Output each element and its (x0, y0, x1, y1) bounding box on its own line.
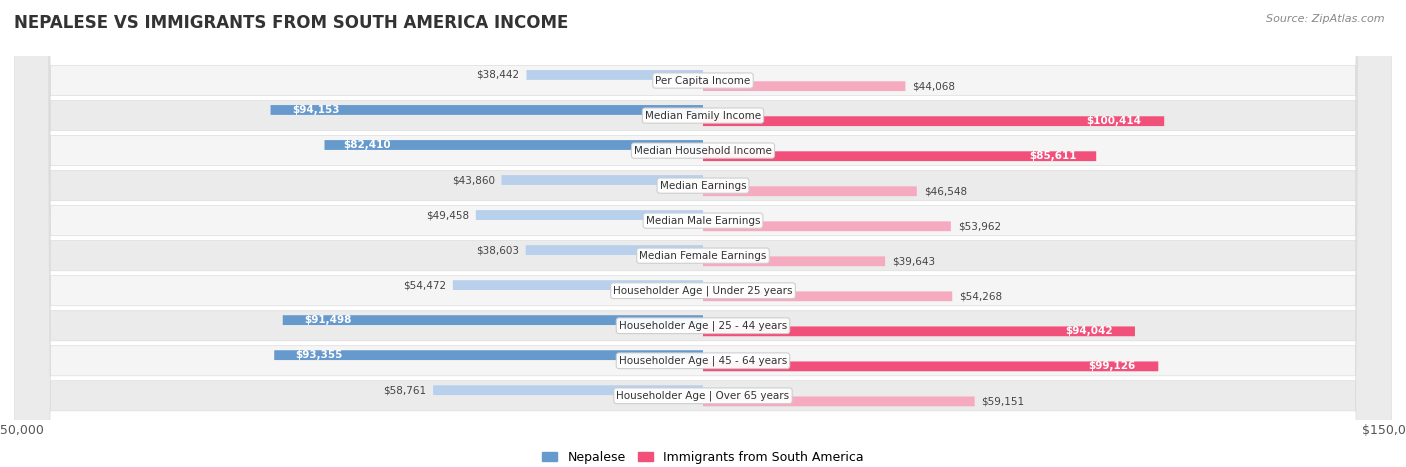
Text: $100,414: $100,414 (1087, 116, 1142, 126)
Text: Median Earnings: Median Earnings (659, 181, 747, 191)
FancyBboxPatch shape (703, 396, 974, 406)
Text: $39,643: $39,643 (891, 256, 935, 266)
Text: $38,442: $38,442 (477, 70, 520, 80)
FancyBboxPatch shape (14, 0, 1392, 467)
FancyBboxPatch shape (325, 140, 703, 150)
Text: Householder Age | Under 25 years: Householder Age | Under 25 years (613, 285, 793, 296)
Text: $82,410: $82,410 (343, 140, 391, 150)
FancyBboxPatch shape (703, 81, 905, 91)
Text: Median Male Earnings: Median Male Earnings (645, 216, 761, 226)
FancyBboxPatch shape (14, 0, 1392, 467)
Text: $38,603: $38,603 (475, 245, 519, 255)
Text: $43,860: $43,860 (451, 175, 495, 185)
Text: $54,268: $54,268 (959, 291, 1002, 301)
FancyBboxPatch shape (703, 151, 1097, 161)
Text: $53,962: $53,962 (957, 221, 1001, 231)
Legend: Nepalese, Immigrants from South America: Nepalese, Immigrants from South America (537, 446, 869, 467)
FancyBboxPatch shape (475, 210, 703, 220)
FancyBboxPatch shape (14, 0, 1392, 467)
Text: $58,761: $58,761 (382, 385, 426, 395)
Text: $49,458: $49,458 (426, 210, 470, 220)
FancyBboxPatch shape (502, 175, 703, 185)
Text: $94,153: $94,153 (292, 105, 340, 115)
FancyBboxPatch shape (703, 116, 1164, 126)
FancyBboxPatch shape (703, 256, 886, 266)
FancyBboxPatch shape (274, 350, 703, 360)
Text: Householder Age | Over 65 years: Householder Age | Over 65 years (616, 390, 790, 401)
FancyBboxPatch shape (526, 70, 703, 80)
FancyBboxPatch shape (453, 280, 703, 290)
Text: $59,151: $59,151 (981, 396, 1025, 406)
FancyBboxPatch shape (14, 0, 1392, 467)
FancyBboxPatch shape (270, 105, 703, 115)
Text: Per Capita Income: Per Capita Income (655, 76, 751, 85)
FancyBboxPatch shape (14, 0, 1392, 467)
FancyBboxPatch shape (703, 361, 1159, 371)
FancyBboxPatch shape (283, 315, 703, 325)
FancyBboxPatch shape (703, 326, 1135, 336)
FancyBboxPatch shape (703, 221, 950, 231)
FancyBboxPatch shape (14, 0, 1392, 467)
Text: Source: ZipAtlas.com: Source: ZipAtlas.com (1267, 14, 1385, 24)
Text: $91,498: $91,498 (304, 315, 352, 325)
Text: $93,355: $93,355 (295, 350, 343, 360)
Text: Householder Age | 45 - 64 years: Householder Age | 45 - 64 years (619, 355, 787, 366)
Text: Median Family Income: Median Family Income (645, 111, 761, 120)
FancyBboxPatch shape (703, 186, 917, 196)
Text: $54,472: $54,472 (402, 280, 446, 290)
Text: $94,042: $94,042 (1066, 326, 1114, 336)
Text: NEPALESE VS IMMIGRANTS FROM SOUTH AMERICA INCOME: NEPALESE VS IMMIGRANTS FROM SOUTH AMERIC… (14, 14, 568, 32)
FancyBboxPatch shape (14, 0, 1392, 467)
Text: $99,126: $99,126 (1088, 361, 1136, 371)
FancyBboxPatch shape (433, 385, 703, 395)
Text: Median Household Income: Median Household Income (634, 146, 772, 156)
FancyBboxPatch shape (14, 0, 1392, 467)
Text: $46,548: $46,548 (924, 186, 967, 196)
Text: Median Female Earnings: Median Female Earnings (640, 251, 766, 261)
FancyBboxPatch shape (14, 0, 1392, 467)
FancyBboxPatch shape (526, 245, 703, 255)
Text: Householder Age | 25 - 44 years: Householder Age | 25 - 44 years (619, 320, 787, 331)
FancyBboxPatch shape (703, 291, 952, 301)
Text: $44,068: $44,068 (912, 81, 955, 91)
Text: $85,611: $85,611 (1029, 151, 1077, 161)
FancyBboxPatch shape (14, 0, 1392, 467)
